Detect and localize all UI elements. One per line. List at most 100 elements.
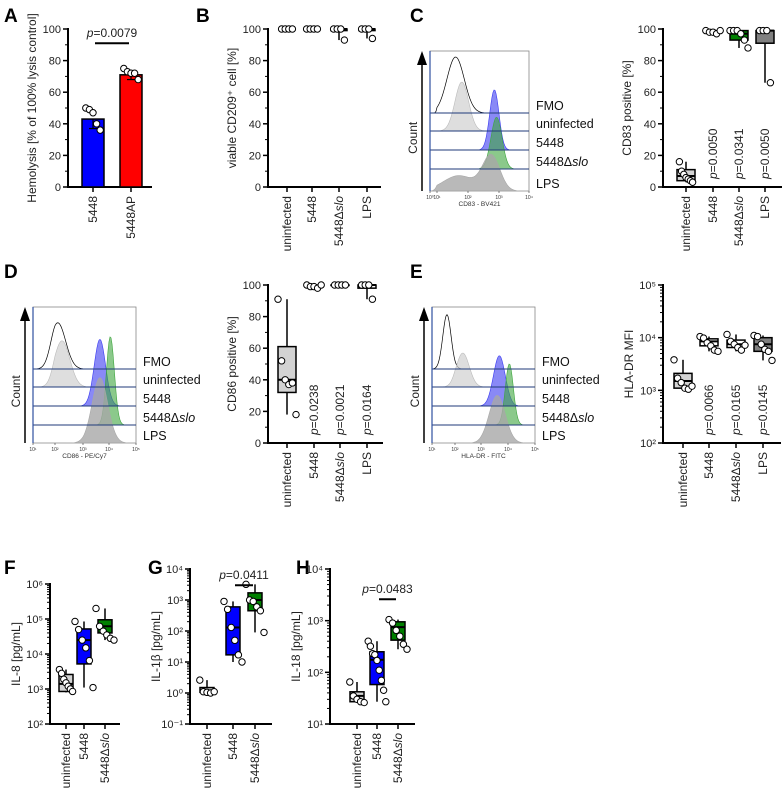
data-point [78,636,86,644]
data-point [768,356,776,365]
group-5448slo [385,615,411,653]
panel-letter: D [4,262,18,283]
x-tick-label: LPS [758,196,772,219]
group-uninfected [196,676,218,697]
data-point [688,382,696,390]
x-axis-label: HLA-DR - FITC [461,453,506,460]
track-label: uninfected [143,373,201,387]
y-tick-label: 100 [243,24,261,36]
track-label: 5448 [536,136,564,150]
panel-letter: G [148,558,163,579]
data-point [744,44,752,52]
p-value-label: p=0.0050 [758,128,772,180]
y-tick-label: 20 [644,150,656,162]
x-tick-label: 10² [451,447,459,453]
y-tick-label: 10⁰ [166,688,183,700]
data-point [737,346,746,354]
group-uninfected [277,25,297,33]
p-value-label: p=0.0164 [360,384,374,436]
x-tick-label: uninfected [350,733,364,788]
data-point [360,698,368,707]
data-point [288,25,297,33]
data-point [763,26,771,35]
group-uninfected [675,158,697,186]
data-point [341,281,350,289]
x-tick-label: 5448 [706,196,720,223]
panel-letter: F [4,558,16,579]
data-point [365,25,373,33]
data-point [281,376,289,384]
y-tick-label: 40 [249,375,261,387]
data-point [368,34,377,43]
panel-letter: B [196,6,210,27]
bar [119,74,143,188]
x-tick-label: 10¹ [433,195,441,201]
panel-letter: C [410,6,424,27]
group-lps: p=0.0145 [750,331,776,436]
y-tick-label: 20 [249,406,261,418]
data-point [764,347,773,356]
x-tick-label: uninfected [59,733,73,788]
x-tick-label: LPS [756,452,770,475]
y-tick-label: 60 [249,87,261,99]
y-axis-label: CD86 positive [%] [225,316,239,411]
track-label: 5448 [143,392,171,406]
y-tick-label: 80 [644,56,656,68]
group-5448 [364,637,390,706]
track-label: 5448Δslo [542,411,594,425]
data-point [365,281,373,289]
x-tick-label: 5448AP [124,196,138,239]
x-tick-label: 10³ [79,447,87,453]
panel-g: G 10⁻¹ 10⁰ 10¹ 10² 10³ 10⁴ IL-1β [pg/mL] uninfec… [148,558,272,788]
group-uninfected [274,295,300,419]
y-tick-label: 40 [49,119,61,131]
y-tick-label: 10³ [167,595,183,607]
data-point [670,356,678,364]
y-axis-label: HLA-DR MFI [622,330,636,399]
data-point [92,120,101,128]
p-value-label: p=0.0411 [218,568,269,582]
panel-f: F 10² 10³ 10⁴ 10⁵ 10⁶ IL-8 [pg/mL] uninfected 54… [4,558,120,788]
data-point [379,686,388,694]
data-point [68,687,77,696]
data-point [337,25,345,33]
x-tick-label: 5448 [226,733,240,760]
y-tick-label: 20 [49,150,61,162]
x-tick-label: 5448 [370,733,384,760]
x-tick-label: 10⁵ [531,447,539,453]
group-5448 [302,25,322,33]
panel-e: E 10² 10³ 10⁴ 10⁵ HLA-DR MFI uninfected 5448 544… [410,262,781,507]
x-tick-label: 5448Δslo [391,733,405,783]
group-lps: p=0.0164 [357,281,377,436]
group-5448slo [329,25,349,44]
y-tick-label: 10² [640,438,656,450]
panel-a: A 0 20 40 60 80 100 Hemolysis [% of 100% lysis … [4,6,152,239]
p-value-label: p=0.0079 [86,26,138,40]
data-point [766,79,775,87]
data-point [274,295,282,303]
group-5448slo [242,580,268,637]
count-label: Count [408,375,422,408]
data-point [95,622,104,630]
y-tick-label: 0 [650,182,656,194]
y-tick-label: 10⁴ [166,564,183,576]
p-value-label: p=0.0238 [307,384,321,436]
x-tick-label: uninfected [280,196,294,251]
track-label: 5448 [542,392,570,406]
x-tick-label: LPS [360,196,374,219]
y-tick-label: 60 [644,87,656,99]
panel-letter: E [410,262,423,283]
track-label: 5448Δslo [143,411,195,425]
y-tick-label: 60 [49,87,61,99]
y-tick-label: 10⁵ [639,280,656,292]
data-point [373,656,381,665]
track-label: uninfected [536,117,594,131]
data-point [714,347,722,356]
x-tick-label: 5448Δslo [332,196,346,246]
y-axis-label: IL-8 [pg/mL] [9,622,23,686]
y-tick-label: 0 [255,182,261,194]
x-tick-label: 5448Δslo [98,733,112,783]
data-point [89,683,97,692]
x-tick-label: 10¹ [428,447,436,453]
